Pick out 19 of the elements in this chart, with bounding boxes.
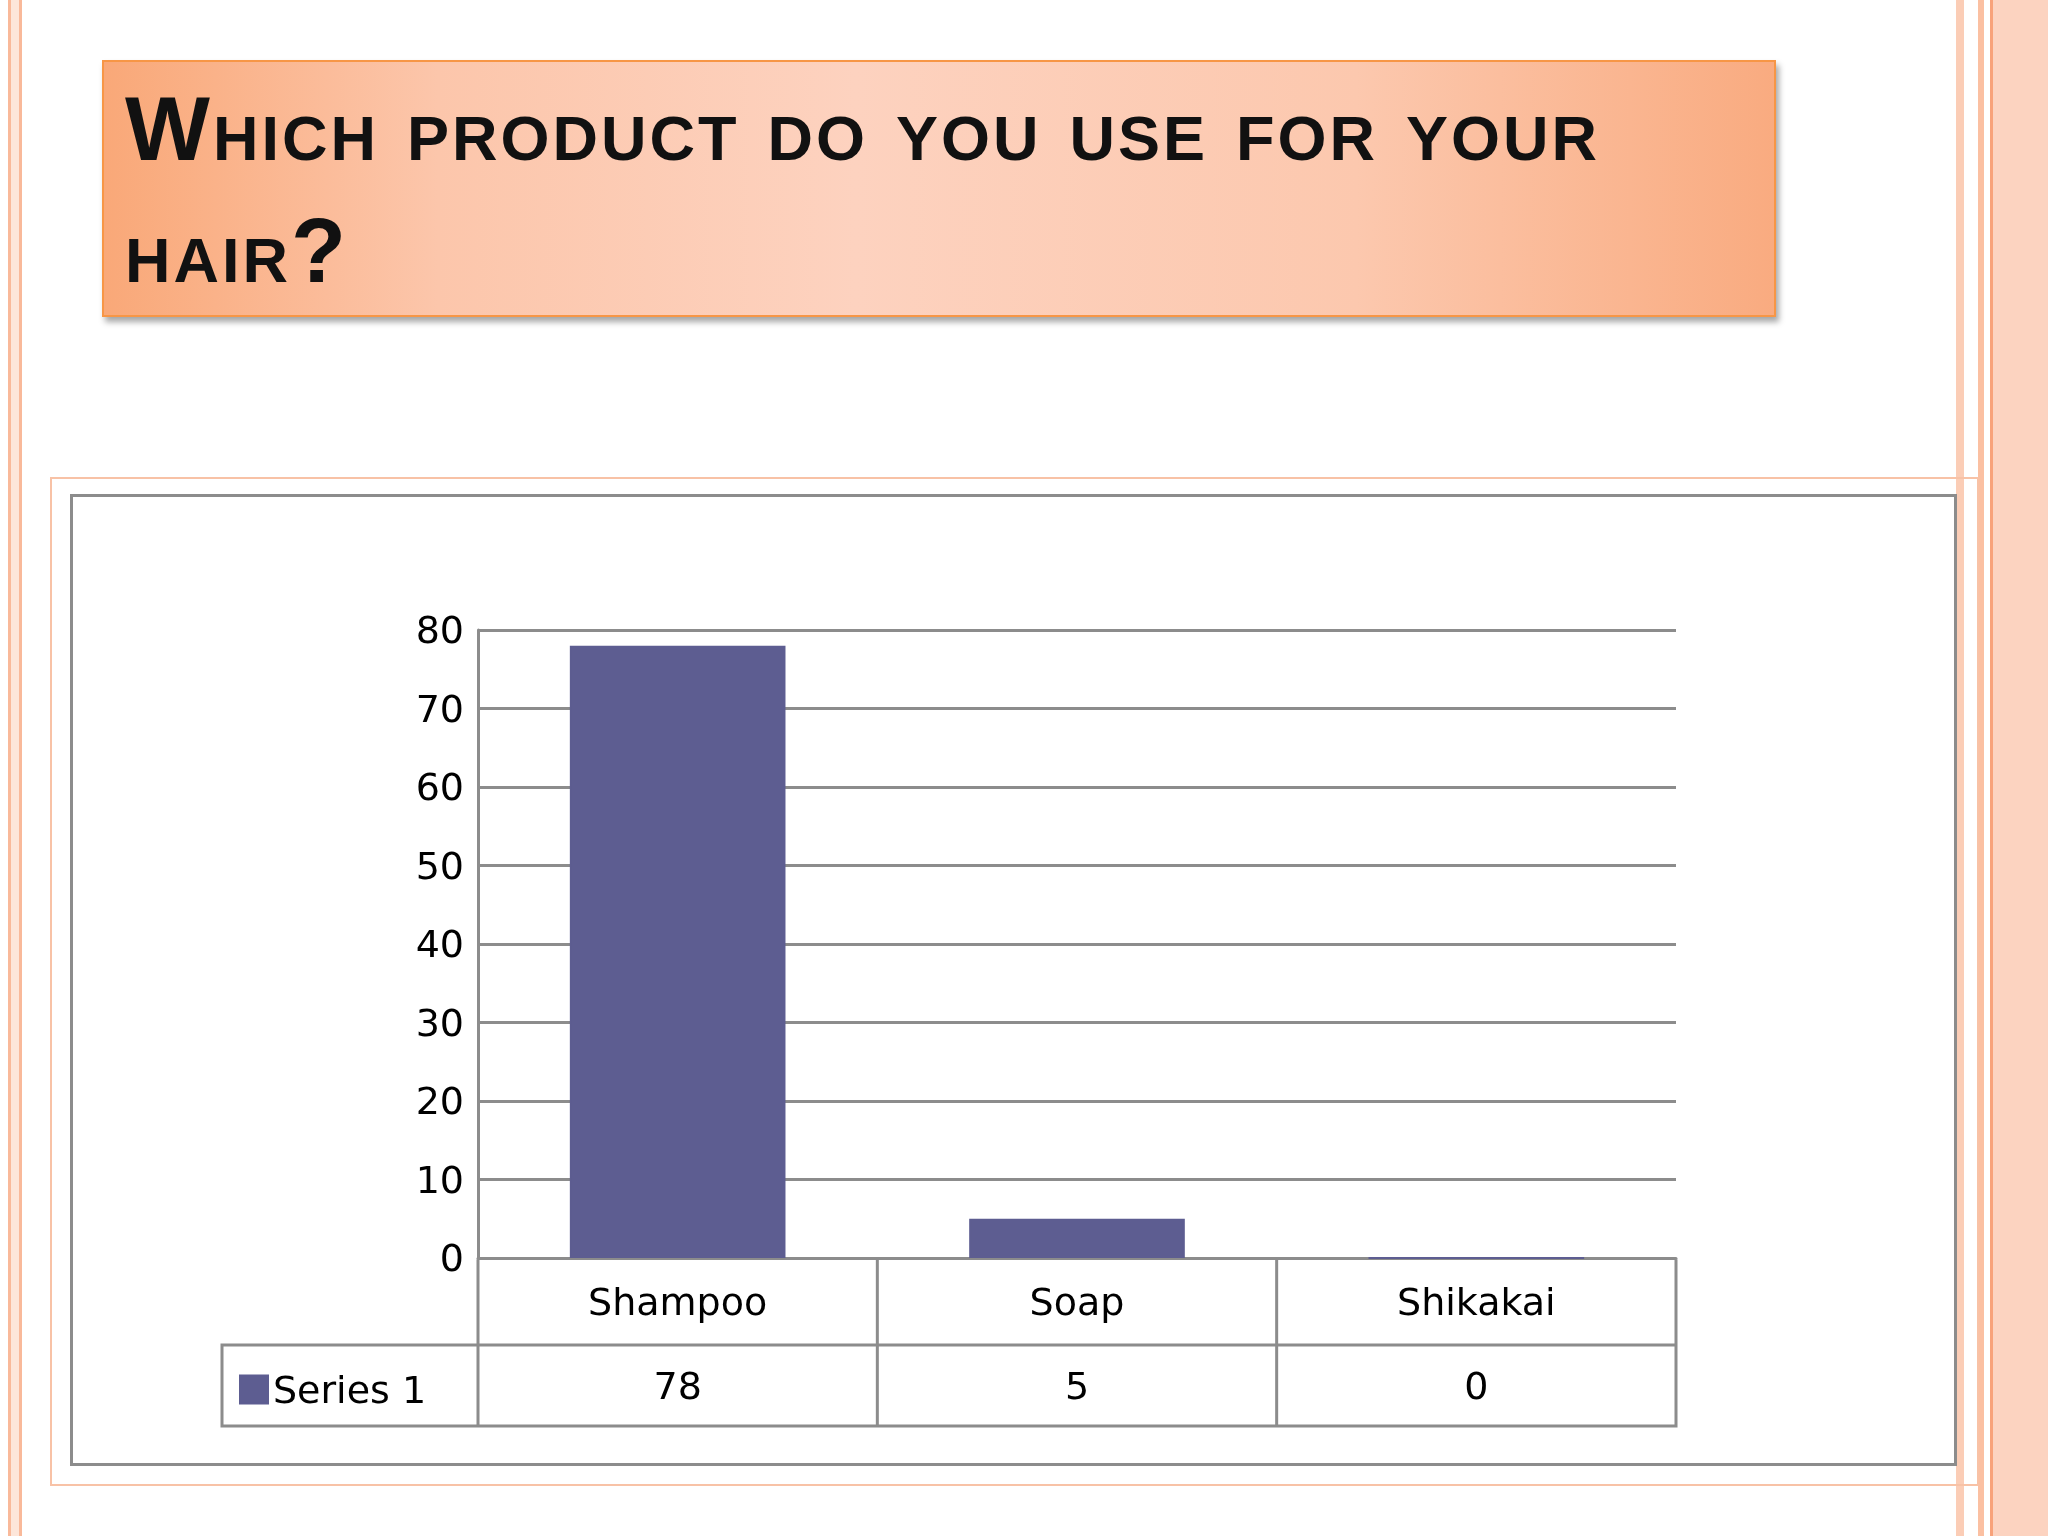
y-tick-label: 50 [415, 843, 464, 888]
bar [569, 645, 786, 1258]
data-label: 5 [1064, 1363, 1090, 1408]
y-tick-label: 30 [415, 1000, 464, 1045]
x-tick-label: Shampoo [588, 1280, 768, 1324]
chart-title: Which product do you use for your hair? [125, 78, 1602, 303]
y-tick-label: 70 [415, 686, 464, 731]
x-tick-label: Soap [1029, 1280, 1125, 1324]
legend-label: Series 1 [273, 1367, 427, 1412]
data-label: 78 [653, 1363, 702, 1408]
bar [969, 1218, 1185, 1258]
x-tick-label: Shikakai [1397, 1280, 1556, 1324]
y-tick-label: 20 [415, 1079, 464, 1123]
y-tick-label: 10 [415, 1157, 464, 1202]
y-tick-label: 60 [415, 765, 464, 809]
y-tick-label: 80 [415, 608, 464, 652]
y-tick-label: 0 [439, 1236, 464, 1280]
data-label: 0 [1464, 1363, 1489, 1408]
y-tick-label: 40 [415, 922, 464, 966]
